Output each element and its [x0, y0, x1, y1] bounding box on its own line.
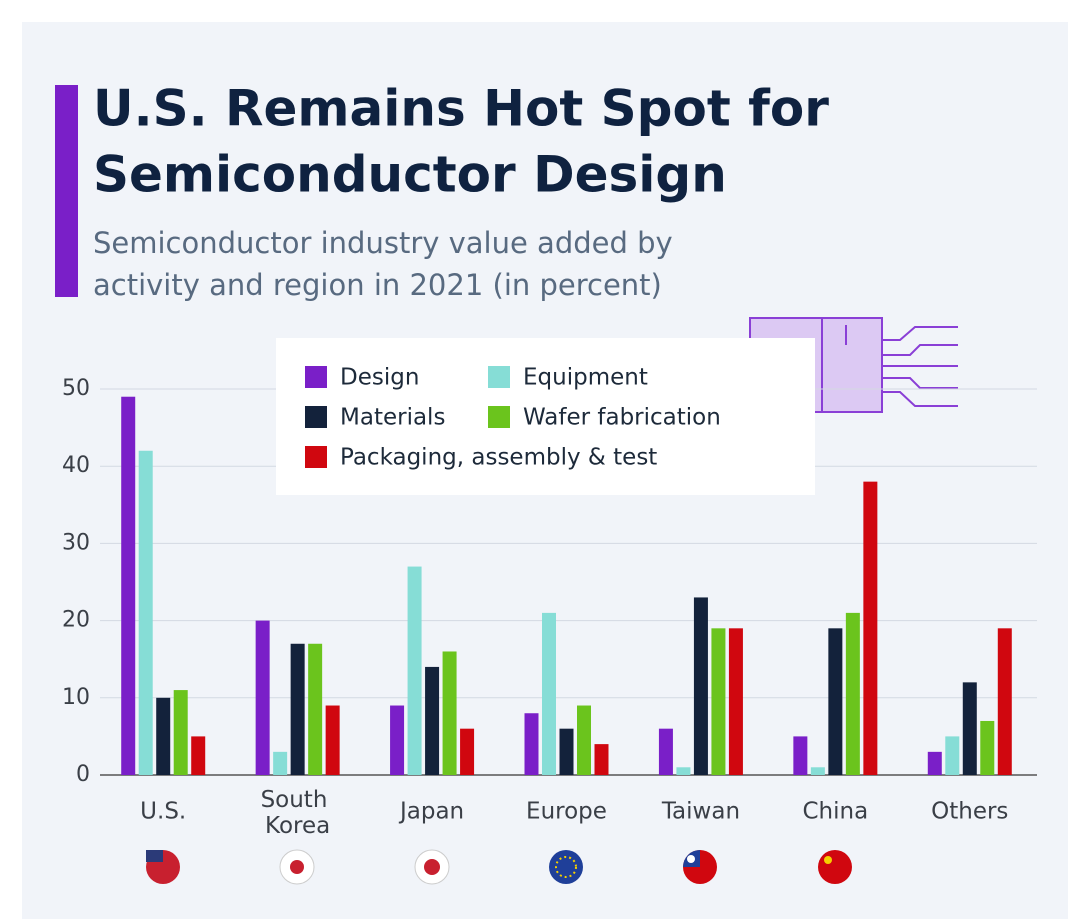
- chart-subtitle: activity and region in 2021 (in percent): [93, 268, 662, 302]
- x-tick-label: Others: [931, 799, 1008, 825]
- y-tick-label: 40: [62, 453, 90, 478]
- bar: [845, 612, 860, 775]
- bar: [407, 566, 422, 775]
- y-tick-label: 10: [62, 685, 90, 710]
- bar: [980, 720, 995, 775]
- bar: [728, 628, 743, 775]
- bar: [962, 682, 977, 775]
- bar: [460, 728, 475, 775]
- bar: [711, 628, 726, 775]
- y-tick-label: 50: [62, 376, 90, 401]
- legend-label: Packaging, assembly & test: [340, 445, 657, 471]
- legend-label: Wafer fabrication: [523, 405, 721, 431]
- legend-label: Equipment: [523, 365, 648, 391]
- bar: [173, 690, 188, 775]
- accent-bar: [55, 85, 78, 297]
- legend-swatch: [488, 406, 510, 428]
- bar: [658, 728, 673, 775]
- bar: [308, 643, 323, 775]
- legend-swatch: [488, 366, 510, 388]
- bar: [863, 481, 878, 775]
- bar: [390, 705, 405, 775]
- bar: [524, 713, 539, 775]
- flags: [146, 849, 852, 885]
- bar: [138, 450, 153, 775]
- legend-swatch: [305, 406, 327, 428]
- bar: [997, 628, 1012, 775]
- legend-swatch: [305, 446, 327, 468]
- x-tick-label: Taiwan: [661, 799, 740, 825]
- bar: [121, 396, 136, 775]
- bar: [810, 767, 825, 775]
- bar: [442, 651, 457, 775]
- bar: [156, 697, 171, 775]
- bar: [927, 751, 942, 775]
- legend-swatch: [305, 366, 327, 388]
- x-tick-label: Japan: [398, 799, 464, 825]
- y-tick-label: 0: [76, 762, 90, 787]
- bar: [793, 736, 808, 775]
- x-tick-label: South Korea: [261, 787, 335, 839]
- legend-box: [276, 338, 815, 495]
- bar: [676, 767, 691, 775]
- y-tick-label: 20: [62, 608, 90, 633]
- bar: [191, 736, 206, 775]
- bar: [425, 666, 440, 775]
- y-tick-label: 30: [62, 530, 90, 555]
- chart-title: Semiconductor Design: [93, 146, 727, 204]
- x-tick-label: Europe: [526, 799, 607, 825]
- bar: [273, 751, 288, 775]
- bar: [594, 744, 609, 775]
- x-tick-label: China: [803, 799, 869, 825]
- legend-label: Materials: [340, 405, 445, 431]
- bar: [693, 597, 708, 775]
- bar: [945, 736, 960, 775]
- bar: [325, 705, 340, 775]
- bar: [255, 620, 270, 775]
- x-tick-label: U.S.: [140, 799, 186, 825]
- bar: [577, 705, 591, 775]
- bar: [290, 643, 305, 775]
- bar: [542, 612, 556, 775]
- legend-label: Design: [340, 365, 419, 391]
- bar: [828, 628, 843, 775]
- bar: [559, 728, 574, 775]
- chart-title: U.S. Remains Hot Spot for: [93, 80, 829, 138]
- chart-subtitle: Semiconductor industry value added by: [93, 226, 673, 260]
